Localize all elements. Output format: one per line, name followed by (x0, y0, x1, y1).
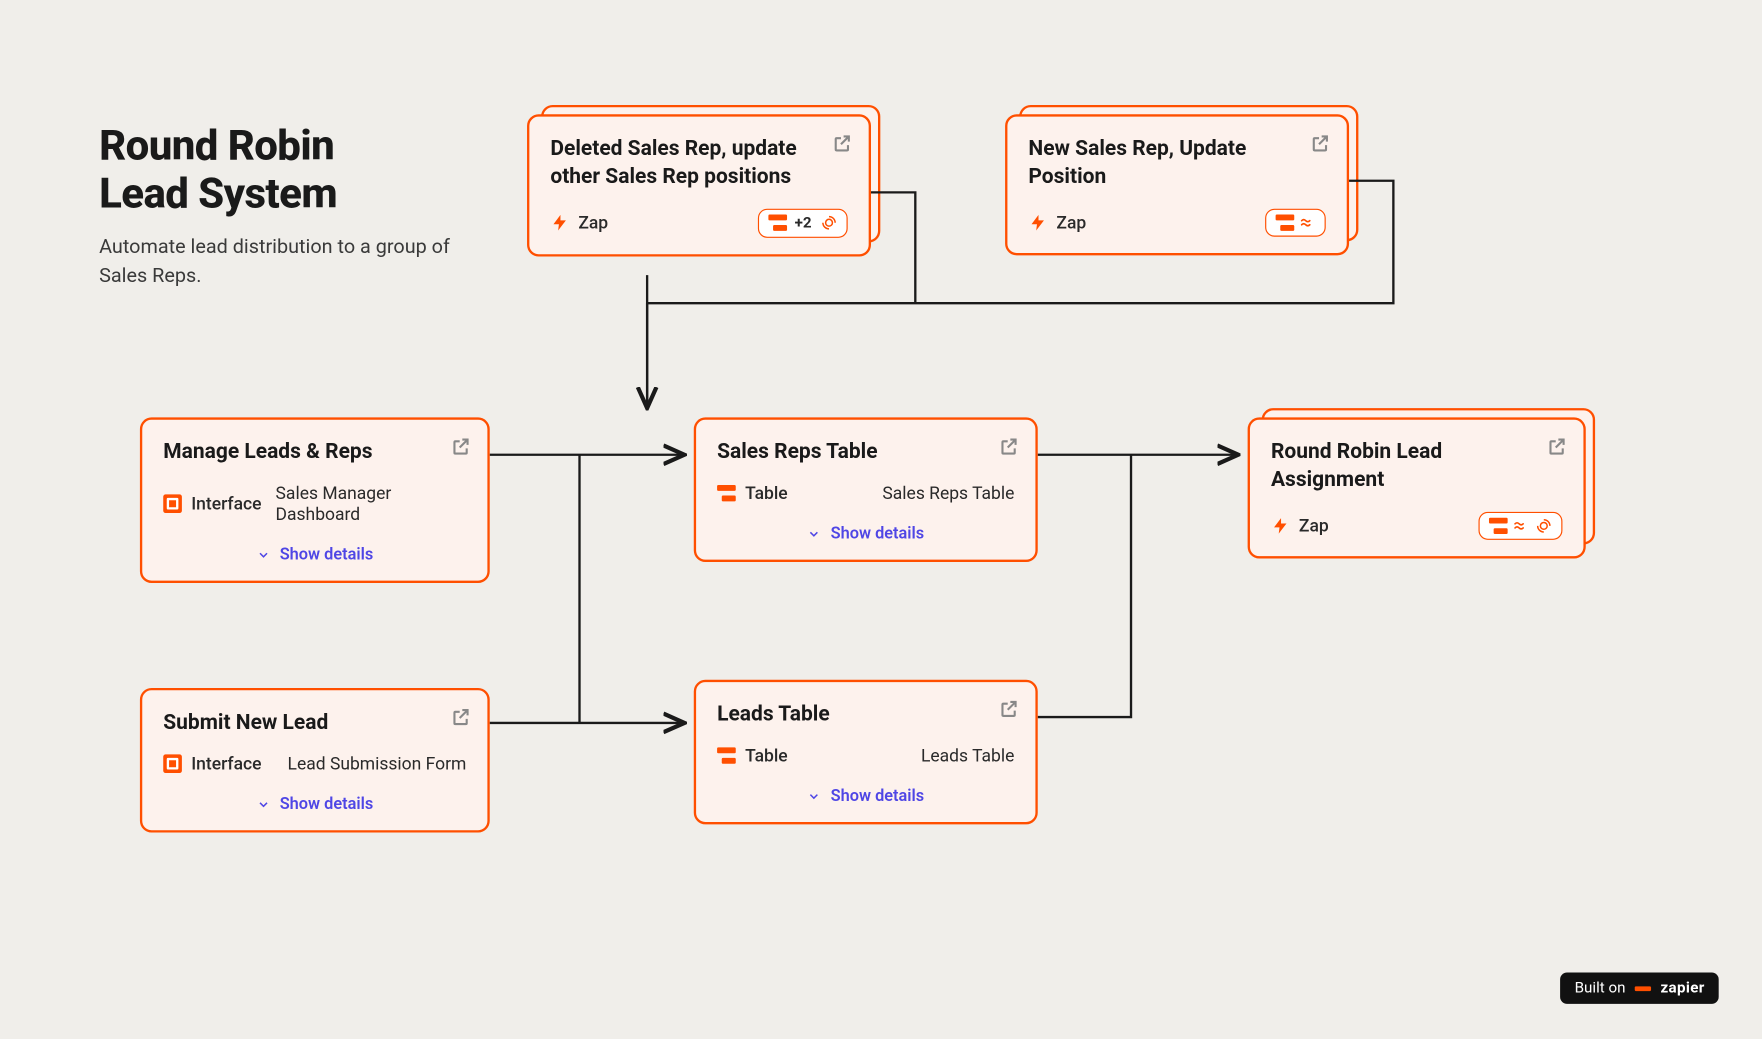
zap-icon (1271, 516, 1290, 535)
card-type-label: Table (745, 745, 788, 766)
loop-mini-icon (821, 215, 837, 231)
chevron-down-icon (807, 790, 821, 804)
card-type-label: Zap (578, 212, 608, 233)
open-icon[interactable] (1309, 133, 1330, 159)
card-type-label: Interface (191, 494, 261, 515)
card-leads-table[interactable]: Leads Table Table Leads Table Show detai… (694, 680, 1038, 825)
page-title: Round Robin Lead System (99, 122, 495, 219)
open-icon[interactable] (998, 698, 1019, 724)
card-type-detail: Lead Submission Form (288, 754, 467, 775)
open-icon[interactable] (450, 707, 471, 733)
show-details-button[interactable]: Show details (163, 796, 466, 815)
table-icon (717, 748, 736, 764)
open-icon[interactable] (998, 436, 1019, 462)
page-header: Round Robin Lead System Automate lead di… (99, 122, 495, 292)
card-title: Manage Leads & Reps (163, 438, 466, 466)
show-details-button[interactable]: Show details (717, 787, 1014, 806)
approx-mini-icon (1512, 517, 1528, 533)
show-details-button[interactable]: Show details (717, 525, 1014, 544)
card-type-label: Zap (1056, 212, 1086, 233)
card-title: Deleted Sales Rep, update other Sales Re… (550, 135, 847, 192)
page-subtitle: Automate lead distribution to a group of… (99, 233, 495, 292)
card-type-detail: Leads Table (921, 745, 1014, 766)
integrations-pill[interactable] (1265, 208, 1326, 236)
interface-icon (163, 755, 182, 774)
card-sales-reps-table[interactable]: Sales Reps Table Table Sales Reps Table … (694, 417, 1038, 562)
built-on-badge[interactable]: Built on zapier (1561, 972, 1719, 1003)
card-round-robin[interactable]: Round Robin Lead Assignment Zap (1248, 417, 1586, 558)
diagram-canvas: { "header": { "title_line1": "Round Robi… (0, 0, 1762, 1039)
card-type-label: Zap (1299, 515, 1329, 536)
card-title: Submit New Lead (163, 709, 466, 737)
table-icon (717, 485, 736, 501)
card-type-label: Table (745, 483, 788, 504)
show-details-button[interactable]: Show details (163, 546, 466, 565)
loop-mini-icon (1536, 517, 1552, 533)
zapier-mark-icon (1635, 982, 1651, 994)
approx-mini-icon (1299, 214, 1315, 230)
table-mini-icon (1489, 517, 1505, 533)
card-type-label: Interface (191, 754, 261, 775)
card-deleted-sales-rep[interactable]: Deleted Sales Rep, update other Sales Re… (527, 114, 871, 256)
card-title: Leads Table (717, 701, 1014, 729)
integrations-pill[interactable] (1478, 511, 1562, 539)
card-type-detail: Sales Manager Dashboard (276, 483, 467, 525)
interface-icon (163, 495, 182, 514)
pill-extra-count: +2 (795, 214, 812, 231)
show-details-label: Show details (280, 796, 374, 815)
open-icon[interactable] (831, 133, 852, 159)
zap-icon (1028, 213, 1047, 232)
card-new-sales-rep[interactable]: New Sales Rep, Update Position Zap (1005, 114, 1349, 255)
card-submit-new-lead[interactable]: Submit New Lead Interface Lead Submissio… (140, 688, 490, 833)
show-details-label: Show details (831, 525, 925, 544)
show-details-label: Show details (280, 546, 374, 565)
chevron-down-icon (256, 798, 270, 812)
chevron-down-icon (807, 527, 821, 541)
card-title: New Sales Rep, Update Position (1028, 135, 1325, 192)
built-on-prefix: Built on (1575, 979, 1626, 996)
open-icon[interactable] (1546, 436, 1567, 462)
card-title: Round Robin Lead Assignment (1271, 438, 1563, 495)
table-mini-icon (769, 215, 785, 231)
chevron-down-icon (256, 548, 270, 562)
built-on-brand: zapier (1660, 979, 1704, 996)
open-icon[interactable] (450, 436, 471, 462)
card-type-detail: Sales Reps Table (882, 483, 1014, 504)
zap-icon (550, 213, 569, 232)
card-manage-leads-reps[interactable]: Manage Leads & Reps Interface Sales Mana… (140, 417, 490, 583)
table-mini-icon (1276, 214, 1292, 230)
integrations-pill[interactable]: +2 (758, 208, 847, 237)
card-title: Sales Reps Table (717, 438, 1014, 466)
show-details-label: Show details (831, 787, 925, 806)
